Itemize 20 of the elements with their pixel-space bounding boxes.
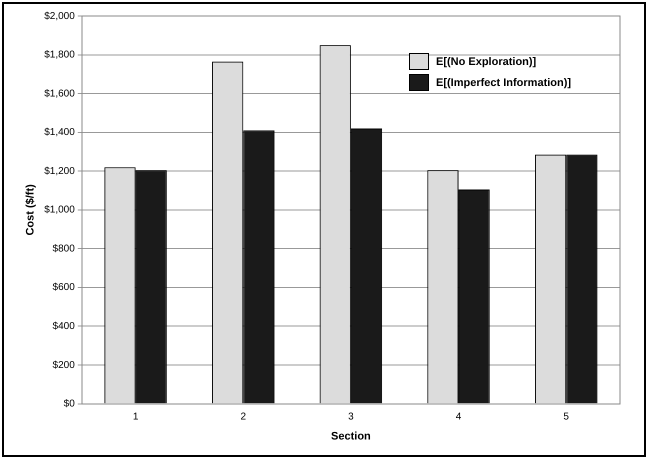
y-tick-label: $1,800: [44, 50, 76, 61]
y-axis-title: Cost ($/ft): [24, 184, 37, 236]
y-tick-label: $1,400: [44, 127, 76, 138]
x-tick-label: 1: [132, 412, 139, 423]
legend-label: E[(Imperfect Information)]: [436, 76, 572, 88]
x-tick-label: 4: [456, 412, 462, 423]
y-tick-label: $1,600: [44, 88, 76, 100]
x-tick-label: 2: [240, 412, 246, 423]
y-tick-label: $1,200: [44, 166, 76, 177]
y-tick-label: $200: [52, 360, 76, 371]
x-axis-title: Section: [331, 430, 372, 442]
y-tick-label: $1,000: [44, 204, 76, 216]
x-tick-label: 3: [348, 412, 354, 423]
legend-label: E[(No Exploration)]: [436, 56, 536, 68]
y-tick-label: $800: [52, 243, 76, 254]
y-tick-label: $600: [52, 282, 76, 294]
y-tick-label: $0: [64, 398, 76, 410]
y-tick-label: $2,000: [44, 10, 76, 22]
y-tick-label: $400: [52, 320, 76, 332]
x-tick-label: 5: [563, 412, 570, 423]
